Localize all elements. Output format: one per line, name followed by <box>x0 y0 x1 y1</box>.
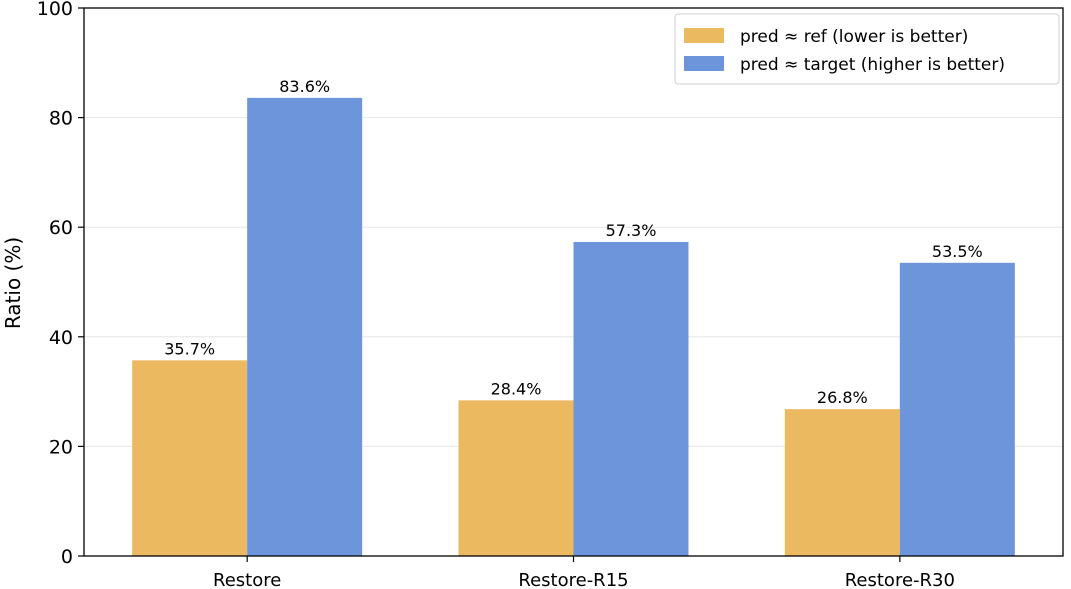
legend-entry-label: pred ≈ ref (lower is better) <box>740 27 968 47</box>
bar-value-label: 26.8% <box>817 388 868 407</box>
bar-pred-target <box>899 262 1015 556</box>
bar-value-label: 28.4% <box>491 379 542 398</box>
legend: pred ≈ ref (lower is better) pred ≈ targe… <box>674 13 1060 85</box>
bar-value-label: 57.3% <box>606 221 657 240</box>
bars <box>132 97 1015 556</box>
bar-pred-ref <box>132 360 248 556</box>
x-tick-label: Restore <box>213 570 281 589</box>
bar-pred-ref <box>458 400 574 556</box>
y-tick-label: 80 <box>49 108 73 130</box>
bar-pred-target <box>573 241 689 556</box>
bar-value-label: 35.7% <box>164 339 215 358</box>
bar-pred-ref <box>784 409 900 556</box>
y-tick-label: 60 <box>49 217 73 239</box>
data-labels: 35.7% 83.6% 28.4% 57.3% 26.8% 53.5% <box>164 77 982 407</box>
y-axis-title: Ratio (%) <box>1 237 25 329</box>
bar-pred-target <box>247 97 363 556</box>
legend-entry-label: pred ≈ target (higher is better) <box>740 55 1005 75</box>
plot-frame <box>83 7 1064 557</box>
y-tick-label: 0 <box>61 546 73 568</box>
y-tick-label: 100 <box>37 0 73 20</box>
y-tick-label: 20 <box>49 436 73 458</box>
legend-swatch <box>684 56 724 71</box>
legend-swatch <box>684 28 724 43</box>
bar-value-label: 83.6% <box>279 77 330 96</box>
bar-value-label: 53.5% <box>932 242 983 261</box>
x-tick-label: Restore-R30 <box>845 570 955 589</box>
y-tick-label: 40 <box>49 327 73 349</box>
legend-box <box>674 13 1060 85</box>
x-tick-label: Restore-R15 <box>518 570 628 589</box>
axes: 0 20 40 60 80 100 Restore Restore-R15 Restore-R3… <box>37 0 1064 589</box>
